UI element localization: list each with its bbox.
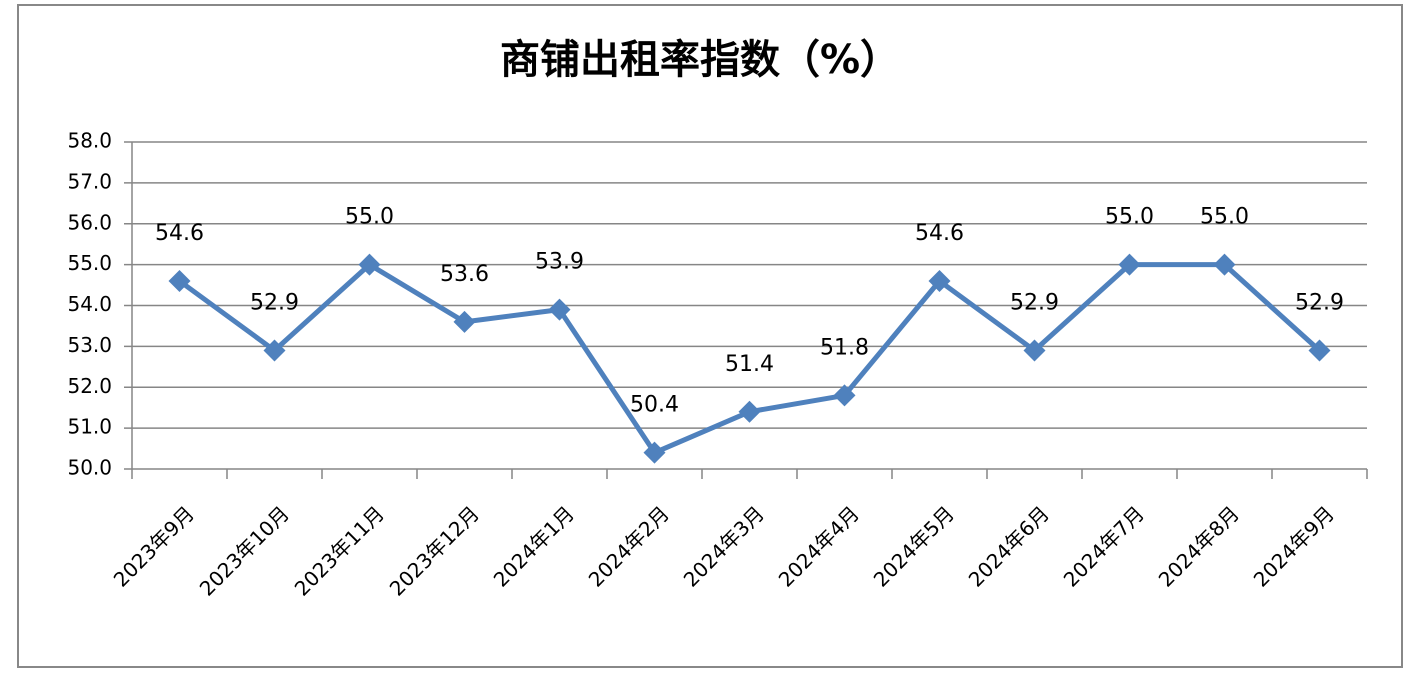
marker: [548, 298, 571, 321]
y-tick-label: 52.0: [67, 374, 112, 398]
marker: [358, 253, 381, 276]
marker: [453, 310, 476, 333]
marker: [1023, 339, 1046, 362]
y-tick-label: 57.0: [67, 169, 112, 193]
y-tick-label: 53.0: [67, 333, 112, 357]
chart-title: 商铺出租率指数（%）: [500, 37, 900, 83]
value-label: 52.9: [1010, 290, 1059, 315]
value-label: 55.0: [345, 205, 394, 230]
value-label: 54.6: [915, 221, 964, 246]
y-tick-label: 54.0: [67, 292, 112, 316]
y-tick-label: 50.0: [67, 456, 112, 480]
value-label: 51.4: [725, 352, 774, 377]
marker: [643, 441, 666, 464]
y-tick-label: 55.0: [67, 251, 112, 275]
value-label: 52.9: [1295, 290, 1344, 315]
value-label: 55.0: [1200, 205, 1249, 230]
chart-frame: [17, 4, 1403, 668]
marker: [833, 384, 856, 407]
y-tick-label: 56.0: [67, 210, 112, 234]
value-label: 52.9: [250, 290, 299, 315]
marker: [738, 400, 761, 423]
value-label: 54.6: [155, 221, 204, 246]
value-label: 53.6: [440, 262, 489, 287]
marker: [1308, 339, 1331, 362]
value-label: 50.4: [630, 393, 679, 418]
marker: [1118, 253, 1141, 276]
value-label: 51.8: [820, 335, 869, 360]
marker: [263, 339, 286, 362]
marker: [1213, 253, 1236, 276]
marker: [168, 269, 191, 292]
value-label: 53.9: [535, 250, 584, 275]
y-tick-label: 58.0: [67, 129, 112, 153]
value-label: 55.0: [1105, 205, 1154, 230]
y-tick-label: 51.0: [67, 415, 112, 439]
marker: [928, 269, 951, 292]
